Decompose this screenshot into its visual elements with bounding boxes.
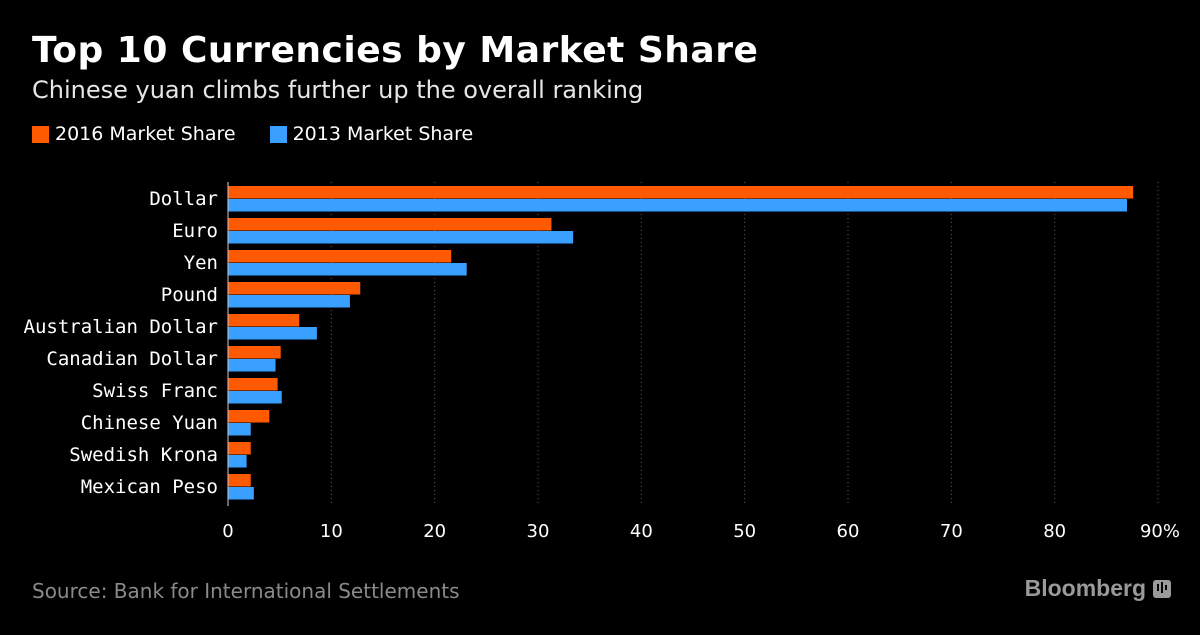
bar-2013-yen (228, 263, 467, 276)
legend-item-2013: 2013 Market Share (269, 123, 474, 145)
bar-2013-pound (228, 295, 350, 308)
category-label-pound: Pound (161, 284, 218, 306)
x-tick-label-80: 80 (1043, 521, 1066, 542)
x-tick-label-50: 50 (733, 521, 756, 542)
bar-2016-canadian-dollar (228, 346, 281, 359)
category-label-swedish-krona: Swedish Krona (69, 444, 218, 466)
category-label-euro: Euro (172, 220, 218, 242)
x-tick-label-30: 30 (527, 521, 550, 542)
category-label-yen: Yen (184, 252, 218, 274)
source-note: Source: Bank for International Settlemen… (32, 579, 460, 603)
x-tick-label-60: 60 (837, 521, 860, 542)
bar-2013-dollar (228, 199, 1127, 212)
brand-logo: Bloomberg (1025, 575, 1172, 602)
bar-2016-dollar (228, 186, 1134, 199)
category-label-chinese-yuan: Chinese Yuan (81, 412, 218, 434)
bar-2013-chinese-yuan (228, 423, 251, 436)
x-tick-label-20: 20 (423, 521, 446, 542)
x-tick-label-0: 0 (222, 521, 233, 542)
legend-label-2013: 2013 Market Share (292, 123, 474, 145)
bar-2016-swedish-krona (228, 442, 251, 455)
legend-swatch-2016 (32, 125, 49, 143)
chart-title: Top 10 Currencies by Market Share (32, 30, 759, 71)
x-tick-label-70: 70 (940, 521, 963, 542)
bar-2013-euro (228, 231, 574, 244)
x-tick-label-40: 40 (630, 521, 653, 542)
x-tick-label-10: 10 (320, 521, 343, 542)
bloomberg-icon (1153, 579, 1171, 598)
bar-2016-pound (228, 282, 361, 295)
bar-2016-australian-dollar (228, 314, 300, 327)
bar-2013-australian-dollar (228, 327, 317, 340)
legend: 2016 Market Share 2013 Market Share (32, 123, 507, 145)
bar-2016-swiss-franc (228, 378, 278, 391)
category-label-swiss-franc: Swiss Franc (92, 380, 218, 402)
bar-2013-swedish-krona (228, 455, 247, 468)
bar-2016-mexican-peso (228, 474, 251, 487)
bar-2013-mexican-peso (228, 487, 254, 500)
bar-2013-canadian-dollar (228, 359, 276, 372)
category-label-canadian-dollar: Canadian Dollar (46, 348, 218, 370)
bar-2016-chinese-yuan (228, 410, 270, 423)
brand-name: Bloomberg (1024, 575, 1146, 601)
legend-swatch-2013 (269, 125, 287, 143)
chart-subtitle: Chinese yuan climbs further up the overa… (32, 76, 644, 104)
bar-2013-swiss-franc (228, 391, 282, 404)
category-label-australian-dollar: Australian Dollar (24, 316, 218, 338)
legend-label-2016: 2016 Market Share (55, 123, 236, 145)
legend-item-2016: 2016 Market Share (32, 123, 236, 145)
category-label-mexican-peso: Mexican Peso (81, 476, 218, 498)
category-label-dollar: Dollar (149, 188, 218, 210)
x-tick-label-90: 90% (1140, 521, 1180, 542)
bar-2016-euro (228, 218, 552, 231)
bar-2016-yen (228, 250, 452, 263)
